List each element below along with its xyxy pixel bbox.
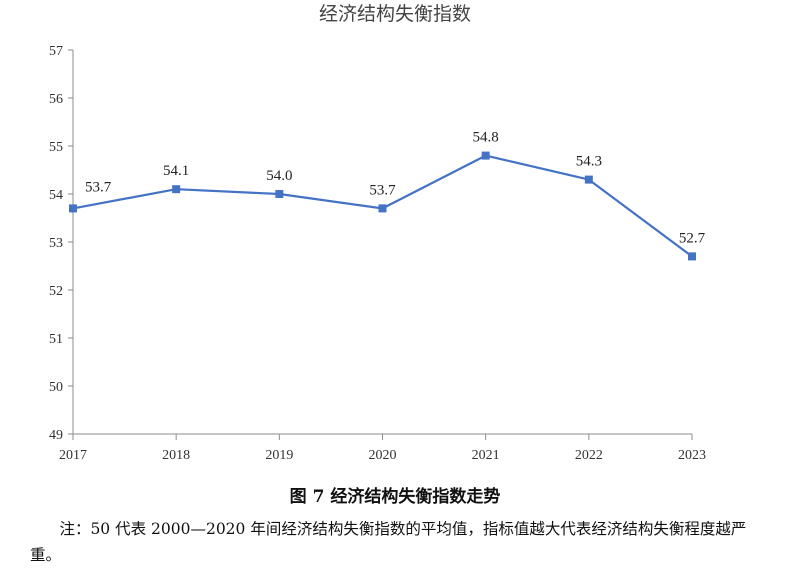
data-label: 53.7 [369, 182, 396, 198]
data-labels: 53.7 54.1 54.0 53.7 54.8 54.3 52.7 [85, 130, 706, 247]
y-tick-label: 56 [49, 92, 63, 107]
figure-caption: 图 7 经济结构失衡指数走势 [289, 487, 501, 507]
data-point [275, 190, 284, 198]
data-label: 53.7 [85, 179, 112, 195]
chart: 经济结构失衡指数 49 50 51 52 53 54 55 56 57 2017 2018 2019… [49, 3, 706, 463]
y-axis: 49 50 51 52 53 54 55 56 57 [49, 44, 74, 443]
data-label: 54.3 [576, 154, 602, 170]
y-tick-label: 53 [49, 236, 63, 251]
data-point [584, 175, 593, 184]
x-axis: 2017 2018 2019 2020 2021 2022 2023 [59, 433, 706, 463]
data-point [172, 185, 181, 194]
x-tick-label: 2021 [472, 448, 500, 463]
x-tick-label: 2020 [369, 448, 397, 463]
data-point [69, 204, 77, 213]
x-tick-label: 2019 [265, 448, 293, 463]
y-tick-label: 57 [49, 44, 63, 59]
data-label: 52.7 [679, 230, 706, 246]
y-tick-label: 55 [49, 140, 63, 155]
x-tick-label: 2023 [678, 448, 706, 463]
data-points [69, 151, 696, 261]
data-label: 54.8 [473, 130, 499, 146]
data-point [378, 204, 387, 213]
x-tick-label: 2017 [59, 448, 87, 463]
data-point [688, 252, 696, 261]
data-label: 54.1 [163, 163, 189, 179]
y-tick-label: 50 [49, 380, 63, 395]
x-tick-label: 2018 [162, 448, 190, 463]
data-label: 54.0 [266, 168, 292, 184]
y-tick-label: 54 [49, 188, 63, 203]
data-point [481, 151, 490, 160]
chart-title: 经济结构失衡指数 [319, 3, 471, 25]
figure-note: 注：50 代表 2000—2020 年间经济结构失衡指数的平均值，指标值越大代表… [30, 520, 747, 564]
y-tick-label: 51 [49, 332, 63, 347]
x-tick-label: 2022 [575, 448, 603, 463]
y-tick-label: 49 [49, 428, 63, 443]
y-tick-label: 52 [49, 284, 63, 299]
